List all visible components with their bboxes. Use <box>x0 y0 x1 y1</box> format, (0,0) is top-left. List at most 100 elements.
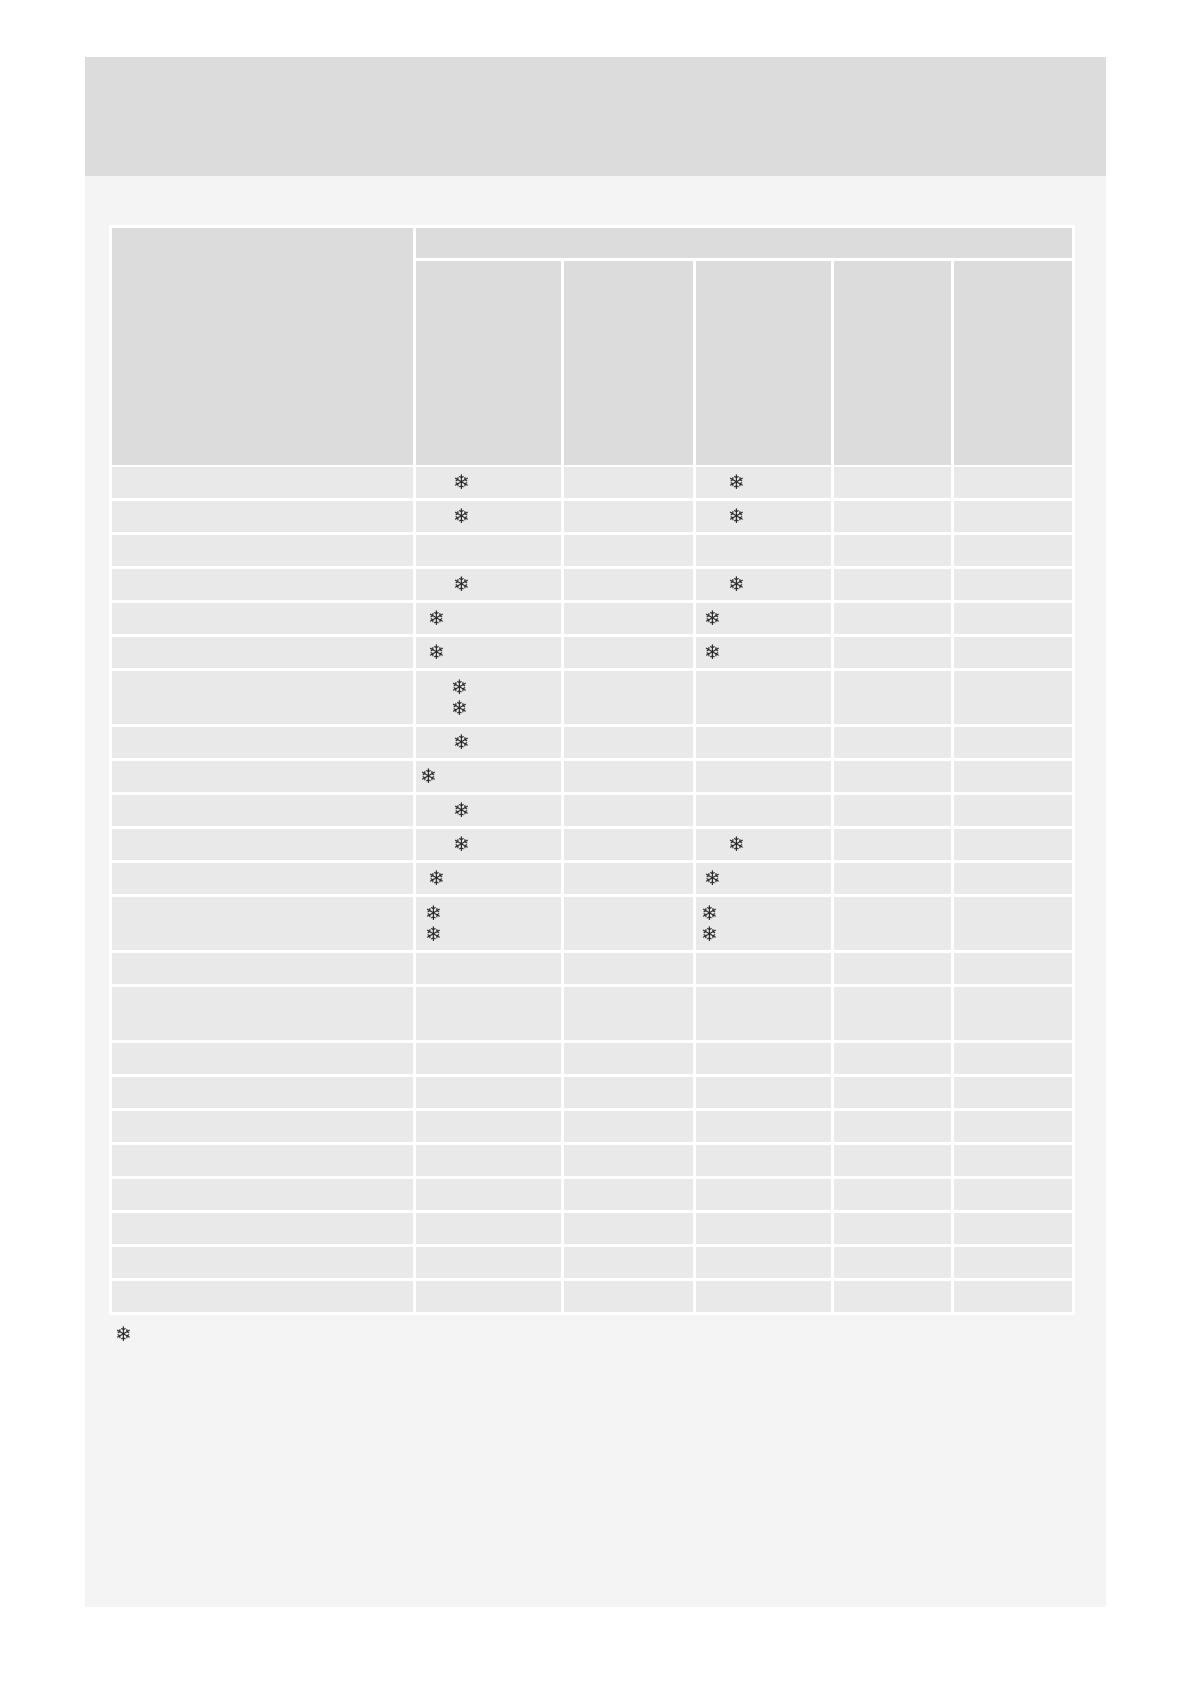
snowflake-icon: ❄ <box>728 470 745 494</box>
data-cell-c2 <box>564 987 693 1040</box>
snowflake-icon: ❄ <box>701 921 718 946</box>
row-header-cell <box>112 1281 413 1312</box>
data-cell-c2 <box>564 1213 693 1244</box>
data-cell-c2 <box>564 1145 693 1176</box>
data-cell-c3 <box>696 1077 831 1108</box>
table-row: ❄ <box>112 795 1072 826</box>
table-row <box>112 535 1072 566</box>
data-cell-c2 <box>564 953 693 984</box>
row-header-cell <box>112 761 413 792</box>
data-cell-c5 <box>954 953 1072 984</box>
table-row <box>112 987 1072 1040</box>
data-cell-c4 <box>834 1043 951 1074</box>
data-cell-c3 <box>696 1213 831 1244</box>
data-cell-c1 <box>416 1247 561 1278</box>
spanning-header-cell <box>416 228 1072 258</box>
row-header-cell <box>112 1145 413 1176</box>
data-cell-c5 <box>954 637 1072 668</box>
column-header-5 <box>954 261 1072 465</box>
data-cell-c3: ❄ <box>696 637 831 668</box>
snowflake-icon: ❄ <box>425 921 442 946</box>
snowflake-icon: ❄ <box>728 572 745 596</box>
data-cell-c4 <box>834 467 951 498</box>
data-cell-c5 <box>954 761 1072 792</box>
row-header-cell <box>112 863 413 894</box>
table-row: ❄ ❄ <box>112 569 1072 600</box>
table-row <box>112 1213 1072 1244</box>
data-cell-c2 <box>564 863 693 894</box>
data-cell-c1: ❄ <box>416 569 561 600</box>
data-cell-c2 <box>564 1281 693 1312</box>
data-cell-c3: ❄ <box>696 829 831 860</box>
data-cell-c5 <box>954 863 1072 894</box>
table-row <box>112 1179 1072 1210</box>
data-cell-c3 <box>696 1247 831 1278</box>
data-cell-c1: ❄ <box>416 829 561 860</box>
snowflake-icon: ❄ <box>428 866 445 890</box>
data-cell-c4 <box>834 1077 951 1108</box>
data-cell-c3 <box>696 1145 831 1176</box>
data-cell-c5 <box>954 1145 1072 1176</box>
snowflake-icon: ❄ <box>453 798 470 822</box>
data-cell-c4 <box>834 727 951 758</box>
snowflake-icon: ❄ <box>420 764 437 788</box>
data-cell-c3 <box>696 671 831 724</box>
data-cell-c5 <box>954 897 1072 950</box>
column-header-3 <box>696 261 831 465</box>
snowflake-icon: ❄ <box>704 866 721 890</box>
data-cell-c4 <box>834 671 951 724</box>
data-cell-c2 <box>564 829 693 860</box>
data-cell-c1 <box>416 1213 561 1244</box>
data-cell-c3 <box>696 761 831 792</box>
data-cell-c4 <box>834 569 951 600</box>
data-cell-c1 <box>416 1043 561 1074</box>
data-cell-c3 <box>696 987 831 1040</box>
row-header-cell <box>112 603 413 634</box>
data-cell-c2 <box>564 897 693 950</box>
data-cell-c4 <box>834 1281 951 1312</box>
table-row: ❄ ❄ <box>112 603 1072 634</box>
data-cell-c5 <box>954 671 1072 724</box>
data-cell-c5 <box>954 1077 1072 1108</box>
row-header-cell <box>112 897 413 950</box>
column-header-1 <box>416 261 561 465</box>
column-header-2 <box>564 261 693 465</box>
data-cell-c4 <box>834 829 951 860</box>
data-cell-c3 <box>696 535 831 566</box>
data-cell-c3: ❄ <box>696 501 831 532</box>
table-row: ❄ ❄ <box>112 501 1072 532</box>
snowflake-icon: ❄ <box>453 572 470 596</box>
data-cell-c3: ❄ <box>696 603 831 634</box>
data-cell-c5 <box>954 535 1072 566</box>
data-cell-c1: ❄ <box>416 467 561 498</box>
data-cell-c4 <box>834 761 951 792</box>
data-cell-c1 <box>416 1077 561 1108</box>
data-cell-c3 <box>696 1043 831 1074</box>
snowflake-icon: ❄ <box>451 695 468 720</box>
data-cell-c3: ❄ ❄ <box>696 897 831 950</box>
footnote-snowflake-icon: ❄ <box>115 1322 132 1346</box>
row-header-cell <box>112 987 413 1040</box>
data-cell-c5 <box>954 1043 1072 1074</box>
snowflake-icon: ❄ <box>453 470 470 494</box>
table-row: ❄ ❄ <box>112 467 1072 498</box>
table-row: ❄ ❄ <box>112 671 1072 724</box>
data-cell-c2 <box>564 795 693 826</box>
snowflake-icon: ❄ <box>704 640 721 664</box>
data-cell-c1 <box>416 953 561 984</box>
data-cell-c2 <box>564 637 693 668</box>
table-row <box>112 1281 1072 1312</box>
data-cell-c2 <box>564 671 693 724</box>
data-cell-c4 <box>834 1179 951 1210</box>
data-cell-c2 <box>564 501 693 532</box>
data-cell-c2 <box>564 467 693 498</box>
data-cell-c1: ❄ <box>416 637 561 668</box>
data-cell-c2 <box>564 535 693 566</box>
data-cell-c1 <box>416 1281 561 1312</box>
data-cell-c5 <box>954 467 1072 498</box>
row-header-column-cell <box>112 228 413 465</box>
snowflake-icon: ❄ <box>701 900 718 925</box>
row-header-cell <box>112 1111 413 1142</box>
data-cell-c4 <box>834 535 951 566</box>
data-cell-c2 <box>564 1043 693 1074</box>
